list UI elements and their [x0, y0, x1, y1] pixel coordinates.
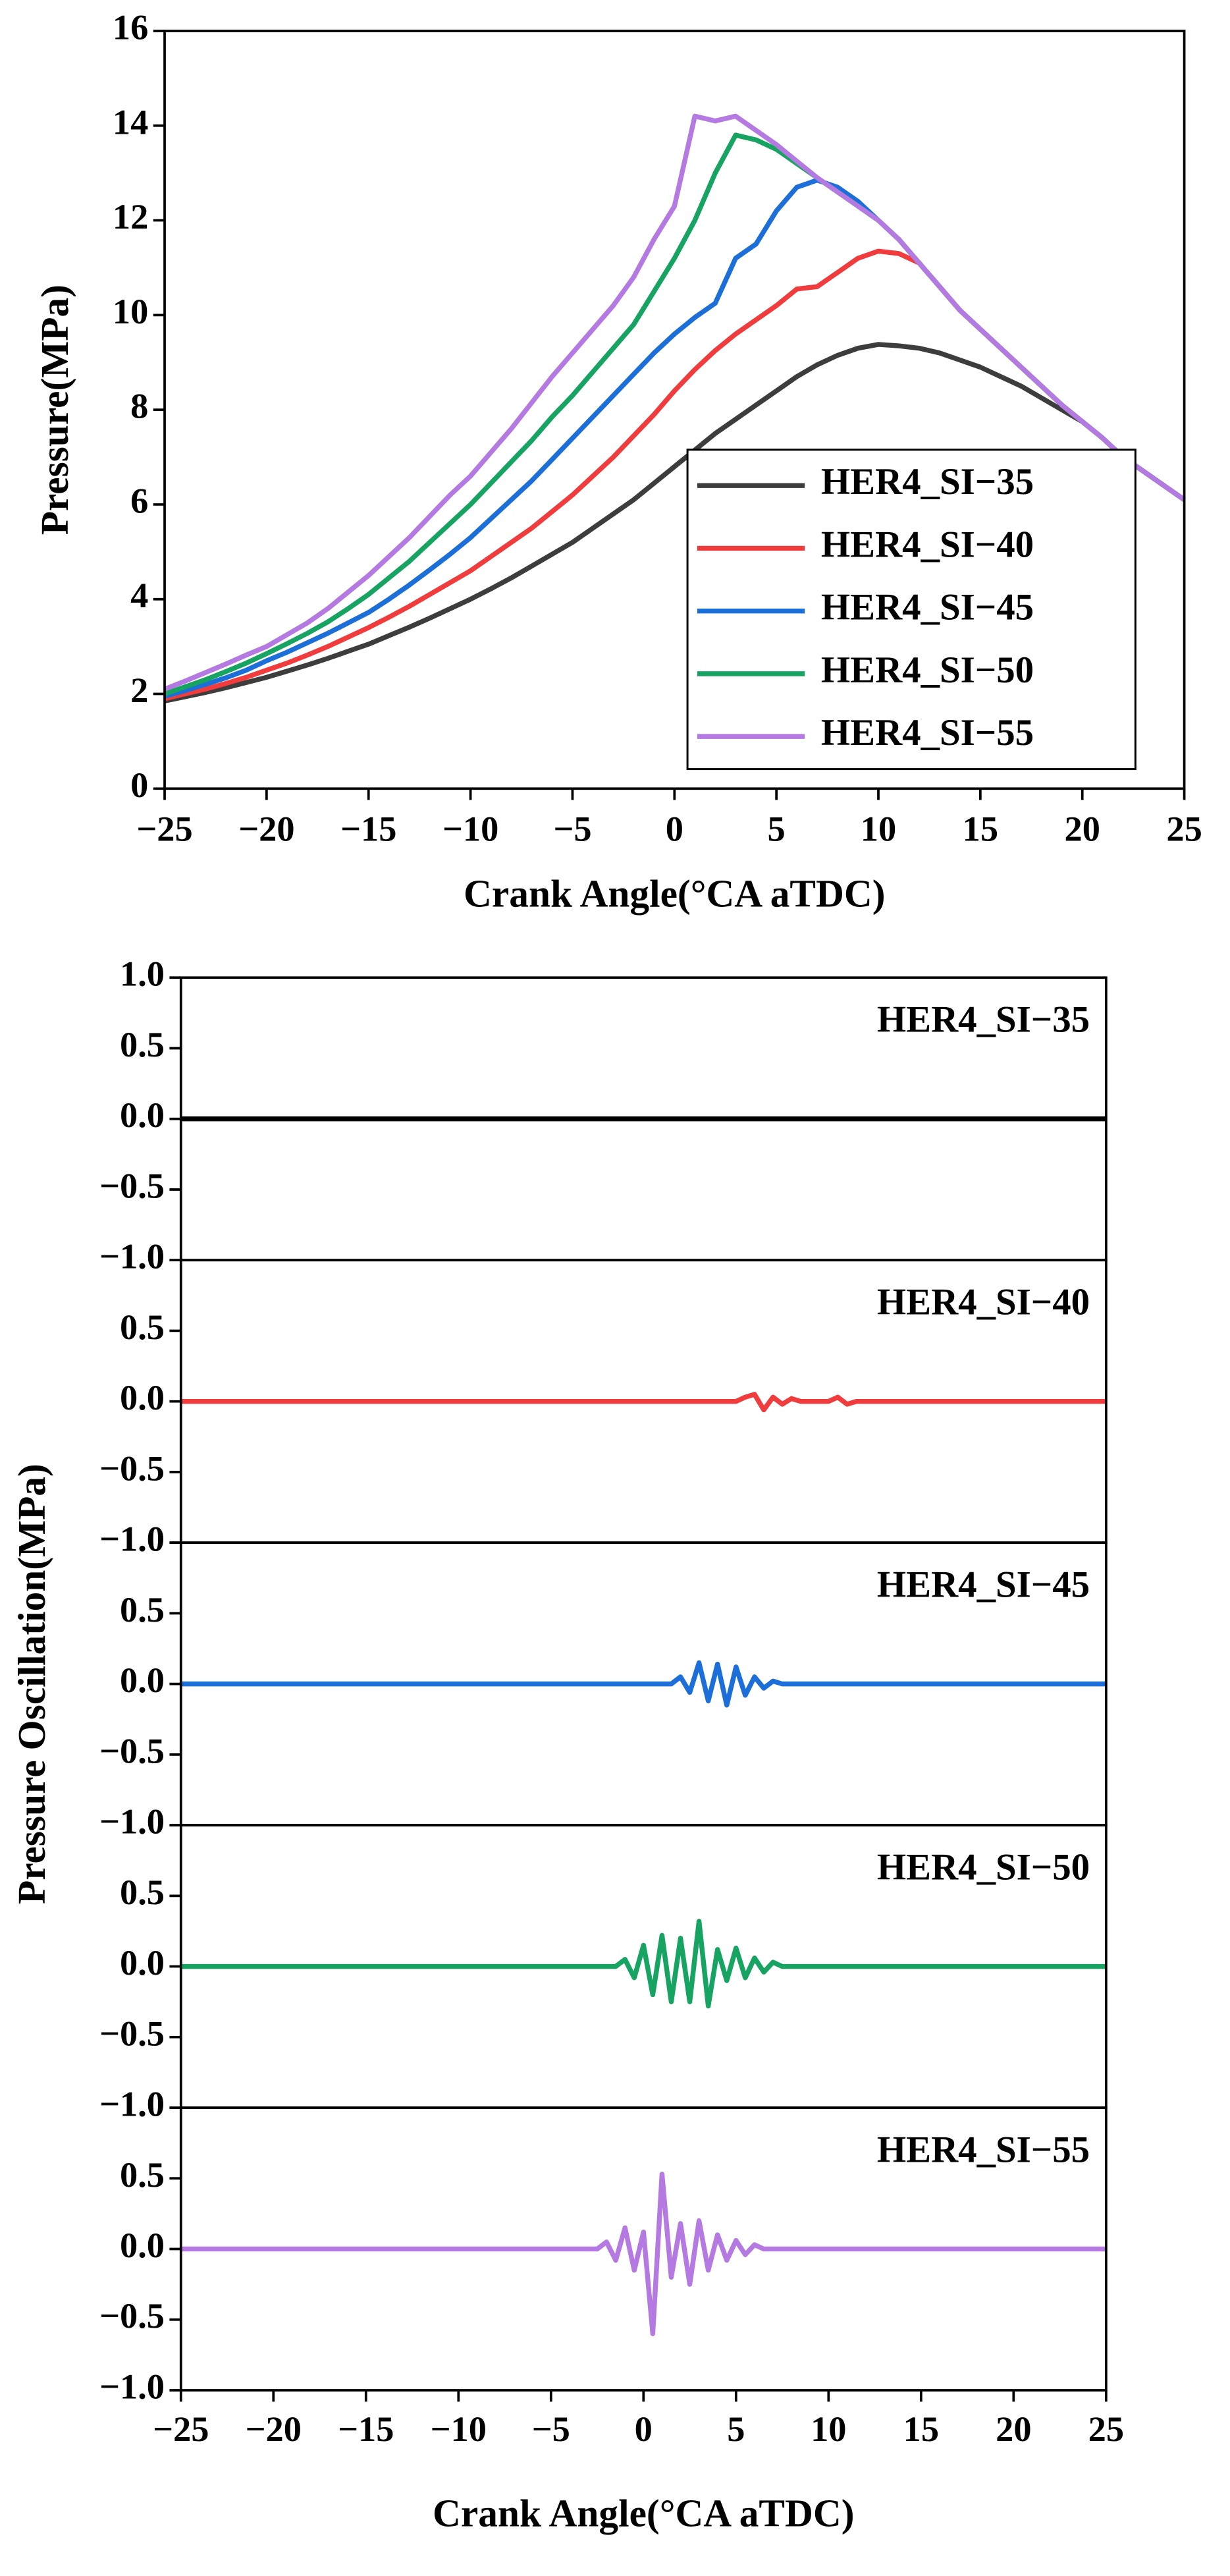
series-line: [180, 1392, 1106, 1413]
x-tick-label: 20: [1065, 809, 1100, 849]
panel-name: HER4_SI−50: [877, 1846, 1090, 1888]
legend-text: HER4_SI−55: [821, 712, 1034, 754]
x-tick-label: 5: [727, 2409, 745, 2449]
series-line: [163, 113, 1186, 692]
y-tick-label: 0.5: [120, 1873, 165, 1912]
x-tick-label: 10: [811, 2409, 846, 2449]
x-tick-label: −5: [532, 2409, 570, 2449]
y-tick-label: 16: [113, 7, 148, 47]
y-tick-label: 4: [130, 576, 148, 615]
y-tick-label: 0.5: [120, 1590, 165, 1630]
y-axis-title: Pressure Oscillation(MPa): [10, 1464, 53, 1904]
x-tick-label: −25: [153, 2409, 209, 2449]
y-tick-label: 0.5: [120, 1307, 165, 1347]
series-line: [180, 2172, 1106, 2336]
y-tick-label: 0.0: [120, 1660, 165, 1700]
y-tick-label: 0.5: [120, 2155, 165, 2195]
x-tick-label: 0: [666, 809, 683, 849]
x-tick-label: −10: [431, 2409, 487, 2449]
legend-text: HER4_SI−35: [821, 461, 1034, 503]
x-tick-label: 25: [1088, 2409, 1124, 2449]
x-tick-label: −15: [340, 809, 396, 849]
x-tick-label: 20: [996, 2409, 1031, 2449]
x-tick-label: −20: [246, 2409, 302, 2449]
y-tick-label: 0.0: [120, 1095, 165, 1135]
x-tick-label: 15: [903, 2409, 939, 2449]
x-tick-label: −20: [238, 809, 294, 849]
legend-text: HER4_SI−40: [821, 524, 1034, 565]
y-tick-label: −0.5: [99, 2014, 165, 2053]
y-tick-label: −0.5: [99, 2296, 165, 2336]
series-line: [180, 1660, 1106, 1708]
plot-frame: [179, 2106, 1108, 2392]
x-axis-title: Crank Angle(°CA aTDC): [464, 872, 885, 916]
panel-name: HER4_SI−45: [877, 1564, 1090, 1605]
y-tick-label: 1.0: [120, 1802, 165, 1842]
y-tick-label: −1.0: [99, 2367, 165, 2406]
x-tick-label: −5: [553, 809, 591, 849]
y-tick-label: 0.5: [120, 1025, 165, 1064]
y-tick-label: −1.0: [99, 2085, 165, 2124]
y-tick-label: 6: [130, 481, 148, 520]
y-tick-label: −0.5: [99, 1731, 165, 1770]
x-tick-label: 15: [963, 809, 998, 849]
x-tick-label: −25: [136, 809, 192, 849]
y-tick-label: 1.0: [120, 1237, 165, 1276]
x-tick-label: 10: [861, 809, 896, 849]
series-line: [164, 342, 1186, 703]
y-tick-label: 1.0: [120, 2085, 165, 2124]
plot-frame: [163, 30, 1186, 790]
x-tick-label: 25: [1166, 809, 1202, 849]
y-tick-label: −1.0: [99, 1520, 165, 1559]
x-tick-label: −10: [442, 809, 498, 849]
y-tick-label: 0.0: [120, 2226, 165, 2265]
x-tick-label: −15: [338, 2409, 394, 2449]
y-tick-label: −1.0: [99, 1802, 165, 1842]
legend-text: HER4_SI−50: [821, 649, 1034, 691]
legend-text: HER4_SI−45: [821, 587, 1034, 628]
y-tick-label: −0.5: [99, 1166, 165, 1205]
y-tick-label: −0.5: [99, 1448, 165, 1488]
panel-name: HER4_SI−40: [877, 1282, 1090, 1323]
series-line: [180, 1919, 1106, 2009]
y-tick-label: 0.0: [120, 1378, 165, 1417]
y-tick-label: 14: [113, 102, 148, 142]
y-tick-label: 0.0: [120, 1943, 165, 1983]
y-tick-label: 10: [113, 292, 148, 331]
y-axis-title: Pressure(MPa): [33, 285, 76, 535]
x-axis-title: Crank Angle(°CA aTDC): [433, 2492, 854, 2535]
y-tick-label: 8: [130, 387, 148, 426]
x-tick-label: 0: [635, 2409, 653, 2449]
y-tick-label: 1.0: [120, 1520, 165, 1559]
x-tick-label: 5: [768, 809, 786, 849]
y-tick-label: 1.0: [120, 954, 165, 994]
y-tick-label: −1.0: [99, 1237, 165, 1276]
panel-name: HER4_SI−35: [877, 999, 1090, 1041]
y-tick-label: 0: [130, 765, 148, 805]
panel-name: HER4_SI−55: [877, 2129, 1090, 2170]
y-tick-label: 2: [130, 671, 148, 710]
y-tick-label: 12: [113, 197, 148, 236]
